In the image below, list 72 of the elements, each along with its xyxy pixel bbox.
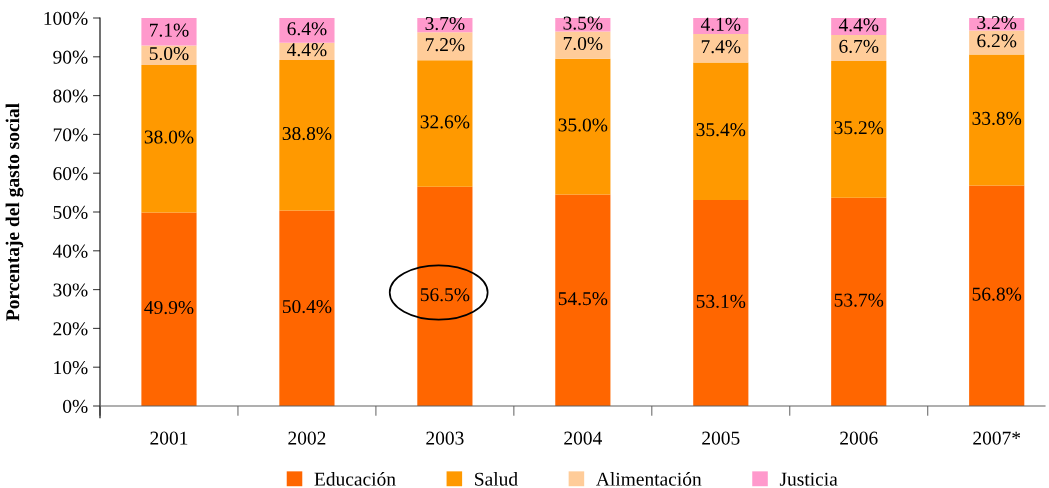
y-tick-label: 50% xyxy=(53,205,88,219)
bar xyxy=(693,199,749,406)
x-tick-label: 2005 xyxy=(702,431,740,445)
bar xyxy=(417,32,473,61)
bar xyxy=(141,18,197,46)
y-tick-label: 70% xyxy=(53,128,88,142)
bar xyxy=(693,33,749,63)
data-label: 7.0% xyxy=(563,36,603,51)
legend-label: Educación xyxy=(314,472,396,486)
x-tick-label: 2004 xyxy=(564,431,602,445)
data-label: 53.1% xyxy=(696,294,746,308)
data-label: 7.2% xyxy=(425,38,465,52)
bar xyxy=(417,186,473,406)
bar xyxy=(969,30,1025,55)
y-tick-label: 20% xyxy=(53,322,88,336)
x-tick-label: 2002 xyxy=(288,431,326,445)
bar xyxy=(831,197,887,406)
bar xyxy=(555,58,611,195)
data-label: 3.7% xyxy=(425,16,465,31)
y-tick-label: 100% xyxy=(44,11,88,25)
bar xyxy=(279,59,335,211)
data-label: 38.0% xyxy=(144,130,194,144)
y-tick-label: 60% xyxy=(53,167,88,181)
data-label: 35.4% xyxy=(696,123,746,137)
legend-label: Salud xyxy=(475,472,518,486)
data-label: 4.4% xyxy=(287,43,327,57)
data-label: 4.4% xyxy=(838,18,879,32)
bar xyxy=(141,64,197,213)
bar xyxy=(693,62,749,200)
data-label: 4.1% xyxy=(700,17,741,31)
data-label: 54.5% xyxy=(558,292,608,306)
data-label: 7.1% xyxy=(150,23,189,37)
bar xyxy=(831,35,887,62)
data-label: 33.8% xyxy=(972,111,1022,125)
data-label: 3.2% xyxy=(977,15,1017,30)
y-tick-label: 10% xyxy=(54,361,88,375)
legend-label: Justicia xyxy=(779,472,838,486)
legend-label: Alimentación xyxy=(596,472,702,486)
bar xyxy=(969,54,1025,186)
data-label: 7.4% xyxy=(701,40,741,54)
y-tick-label: 30% xyxy=(53,283,88,297)
bar xyxy=(555,31,611,59)
x-tick-label: 2001 xyxy=(150,431,188,445)
data-label: 56.5% xyxy=(420,288,470,302)
bar xyxy=(417,60,473,187)
y-tick-label: 40% xyxy=(52,244,88,258)
data-label: 35.0% xyxy=(558,118,608,132)
data-label: 3.5% xyxy=(563,16,603,30)
bar xyxy=(279,210,335,406)
data-label: 6.2% xyxy=(977,34,1017,48)
y-tick-label: 90% xyxy=(53,50,88,64)
y-axis-title: Porcentaje del gasto social xyxy=(5,103,24,321)
y-tick-label: 0% xyxy=(63,399,88,413)
bar xyxy=(831,61,887,198)
bar xyxy=(555,194,611,406)
data-label: 6.4% xyxy=(287,22,327,36)
data-label: 53.7% xyxy=(834,293,884,307)
data-label: 5.0% xyxy=(149,46,189,61)
bar xyxy=(279,18,335,43)
bar xyxy=(141,212,197,406)
data-label: 49.9% xyxy=(144,300,194,315)
x-tick-label: 2007* xyxy=(973,431,1021,445)
x-tick-label: 2006 xyxy=(840,431,878,445)
data-label: 6.7% xyxy=(839,39,879,54)
y-tick-label: 80% xyxy=(53,89,88,103)
data-label: 35.2% xyxy=(834,121,884,135)
x-tick-label: 2003 xyxy=(426,431,464,445)
data-label: 32.6% xyxy=(420,115,470,129)
data-label: 38.8% xyxy=(282,126,332,141)
data-label: 50.4% xyxy=(282,299,332,314)
bar xyxy=(969,185,1025,406)
data-label: 56.8% xyxy=(972,287,1022,301)
